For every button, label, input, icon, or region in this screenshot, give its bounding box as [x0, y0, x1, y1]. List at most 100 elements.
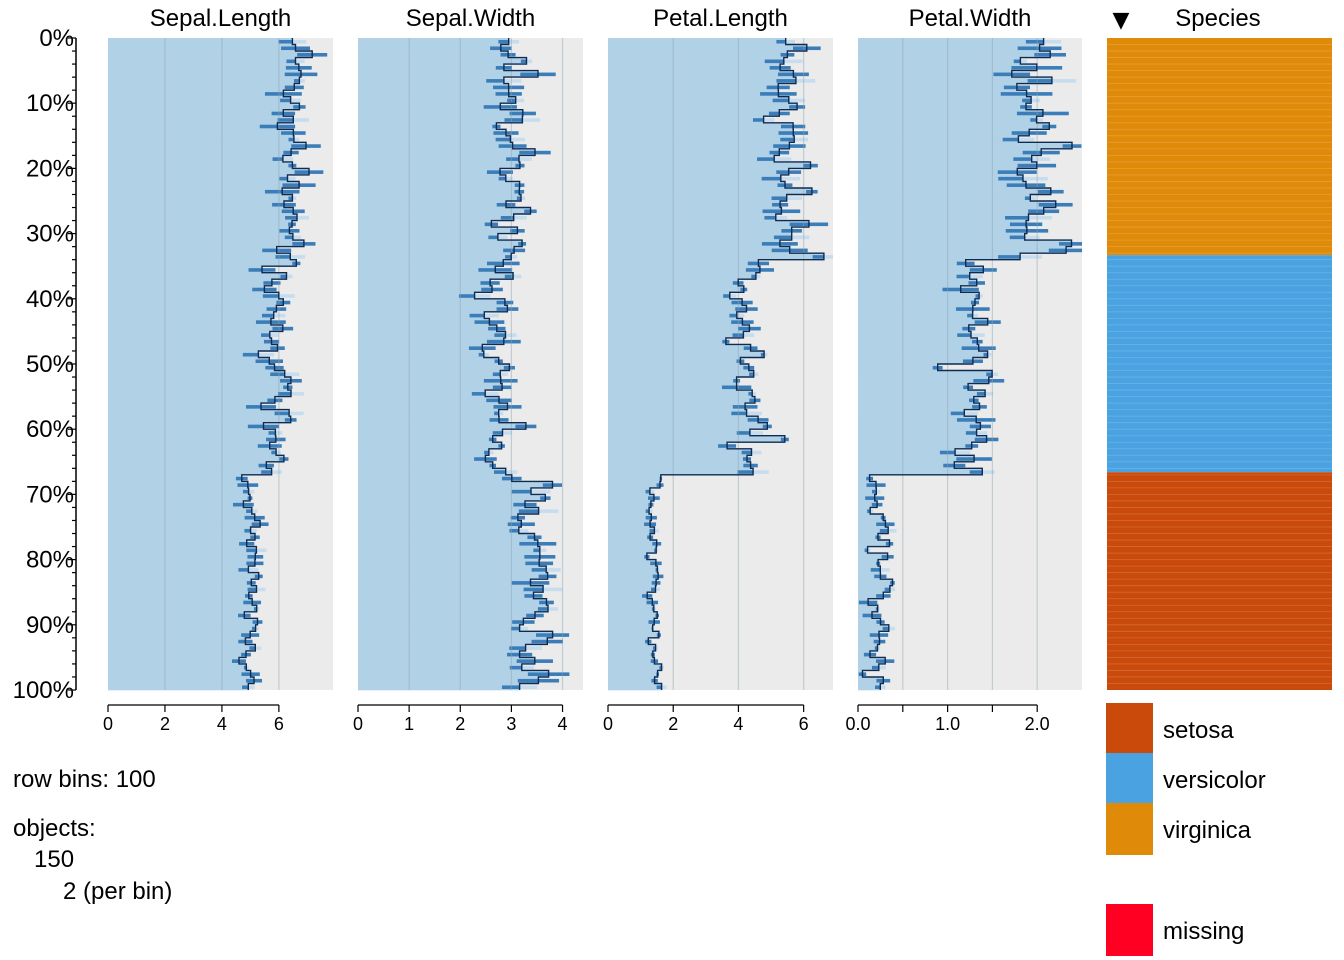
bin-sd-lower	[651, 607, 654, 611]
bin-sd-upper	[289, 411, 304, 416]
bin-sd-upper	[518, 157, 532, 161]
bin-sd-upper	[283, 92, 302, 96]
bin-sd-upper	[296, 261, 301, 266]
bin-bar	[108, 390, 292, 397]
bin-bar	[858, 324, 969, 332]
bin-sd-lower	[772, 202, 781, 207]
bin-sd-lower	[731, 300, 743, 305]
bin-sd-upper	[781, 209, 801, 214]
bin-sd-upper	[753, 470, 769, 474]
bin-bar	[108, 474, 242, 482]
bin-bar	[608, 566, 658, 573]
bin-sd-lower	[527, 672, 549, 676]
bin-sd-lower	[498, 176, 506, 181]
bin-sd-lower	[766, 85, 779, 90]
bin-sd-lower	[253, 607, 257, 611]
bin-bar	[108, 109, 284, 117]
bin-sd-lower	[494, 359, 499, 364]
bin-sd-lower	[642, 594, 648, 598]
bin-sd-upper	[290, 255, 306, 259]
bin-sd-lower	[520, 59, 527, 64]
bin-sd-upper	[1029, 131, 1047, 135]
bin-bar	[358, 611, 535, 619]
bin-sd-lower	[486, 170, 500, 174]
bin-sd-lower	[284, 235, 293, 240]
bin-sd-lower	[1034, 52, 1051, 57]
bin-bar	[858, 422, 981, 430]
bin-sd-lower	[769, 66, 781, 70]
bin-bar	[358, 311, 485, 319]
bin-bar	[858, 129, 1030, 137]
bin-sd-upper	[774, 157, 792, 161]
bin-sd-upper	[750, 463, 758, 468]
bin-bar	[608, 38, 786, 45]
bin-sd-upper	[547, 639, 563, 644]
bin-sd-lower	[858, 600, 869, 605]
bin-sd-lower	[965, 431, 977, 435]
bin-sd-lower	[777, 72, 794, 77]
bin-sd-upper	[287, 176, 296, 181]
bin-bar	[358, 507, 539, 515]
bin-sd-lower	[507, 522, 522, 527]
bin-sd-upper	[517, 229, 525, 233]
bin-sd-lower	[500, 215, 514, 220]
bin-sd-lower	[474, 457, 486, 461]
bin-bar	[858, 566, 881, 573]
bin-bar	[858, 605, 878, 613]
bin-bar	[358, 51, 509, 58]
bin-sd-lower	[512, 620, 524, 624]
row-axis: 0% 10% 20% 30% 40% 50% 60% 70% 80% 90% 100%	[13, 25, 77, 704]
bin-sd-upper	[519, 685, 538, 690]
mean-line	[646, 38, 825, 690]
bin-sd-upper	[889, 587, 896, 592]
bin-sd-upper	[245, 639, 253, 644]
column-title: Sepal.Length	[150, 5, 291, 32]
bin-sd-upper	[972, 313, 979, 318]
bin-sd-upper	[533, 594, 543, 598]
bin-bar	[358, 174, 506, 182]
bin-bar	[858, 644, 878, 652]
bin-bar	[858, 70, 1012, 78]
bin-bar	[108, 259, 297, 267]
bin-sd-lower	[645, 489, 650, 494]
panel-petal-width: Petal.Width 0.0 1.0 2.0	[845, 5, 1082, 734]
bin-sd-upper	[522, 118, 541, 122]
bin-sd-lower	[510, 229, 518, 233]
bin-bar	[108, 90, 284, 97]
bin-sd-upper	[508, 52, 516, 57]
bin-sd-upper	[758, 261, 770, 266]
bin-bar	[608, 155, 775, 163]
legend-label-missing: missing	[1163, 918, 1244, 945]
bin-sd-lower	[275, 255, 291, 259]
bin-sd-upper	[250, 672, 260, 676]
bin-sd-lower	[280, 378, 291, 383]
bin-bar	[608, 461, 751, 469]
x-axis-tick-label: 4	[217, 714, 227, 734]
bin-sd-lower	[272, 202, 284, 207]
bin-sd-upper	[654, 528, 660, 533]
bin-sd-lower	[291, 144, 307, 148]
bin-sd-lower	[495, 66, 504, 70]
bin-bar	[858, 77, 1052, 84]
bin-bar	[608, 266, 760, 274]
bin-sd-lower	[736, 431, 750, 435]
bin-sd-lower	[1011, 131, 1030, 135]
bin-sd-lower	[257, 444, 270, 448]
bin-sd-upper	[1036, 66, 1063, 70]
sort-indicator-icon: ▼	[1113, 8, 1130, 33]
bin-sd-lower	[526, 613, 535, 618]
bin-bar	[358, 487, 532, 495]
bin-sd-upper	[256, 607, 260, 611]
bin-sd-upper	[880, 685, 886, 690]
bin-sd-lower	[266, 307, 277, 311]
bin-sd-upper	[888, 528, 897, 533]
bin-sd-upper	[986, 437, 999, 442]
bin-sd-upper	[299, 79, 305, 83]
bin-bar	[358, 403, 508, 410]
mean-line	[473, 38, 554, 690]
bin-bar	[858, 559, 879, 567]
bin-sd-upper	[775, 215, 788, 220]
bin-sd-lower	[514, 189, 520, 194]
bin-sd-lower	[238, 639, 246, 644]
bin-bar	[608, 631, 659, 639]
